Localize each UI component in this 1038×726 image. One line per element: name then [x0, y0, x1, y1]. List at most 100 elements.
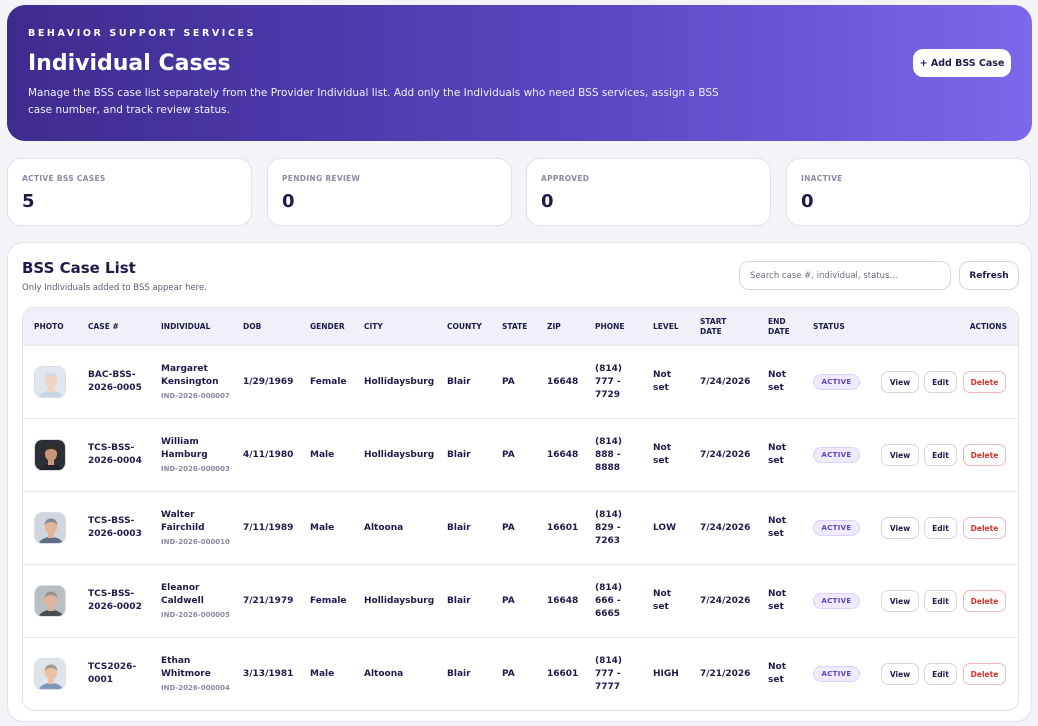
header-photo: PHOTO — [34, 321, 64, 331]
case-list-panel: BSS Case List Only Individuals added to … — [7, 242, 1032, 722]
stat-label: APPROVED — [541, 174, 590, 183]
level-cell: HIGH — [653, 668, 679, 679]
stat-value: 5 — [22, 191, 35, 212]
view-button[interactable]: View — [881, 444, 919, 466]
phone-cell: (814) 888 - 8888 — [595, 436, 623, 473]
delete-button[interactable]: Delete — [963, 663, 1006, 685]
hero-eyebrow: BEHAVIOR SUPPORT SERVICES — [28, 28, 257, 39]
individual-name: Margaret Kensington — [161, 364, 219, 387]
view-button[interactable]: View — [881, 517, 919, 539]
gender-cell: Male — [310, 668, 335, 679]
dob-cell: 1/29/1969 — [243, 376, 294, 387]
header-level: LEVEL — [653, 321, 679, 331]
city-cell: Altoona — [364, 668, 404, 679]
individual-name: Ethan Whitmore — [161, 656, 211, 679]
header-phone: PHONE — [595, 321, 625, 331]
individual-name: Eleanor Caldwell — [161, 583, 204, 606]
individual-id: IND-2026-000010 — [161, 538, 230, 546]
individual-cell: Eleanor Caldwell IND-2026-000005 — [161, 565, 236, 637]
dob-cell: 3/13/1981 — [243, 668, 294, 679]
stat-label: PENDING REVIEW — [282, 174, 361, 183]
start-date-cell: 7/21/2026 — [700, 668, 751, 679]
status-badge: ACTIVE — [813, 593, 860, 609]
avatar — [34, 439, 66, 471]
avatar — [34, 585, 66, 617]
stat-label: ACTIVE BSS CASES — [22, 174, 106, 183]
delete-button[interactable]: Delete — [963, 590, 1006, 612]
county-cell: Blair — [447, 668, 471, 679]
page-title: Individual Cases — [28, 51, 231, 76]
state-cell: PA — [502, 668, 515, 679]
state-cell: PA — [502, 522, 515, 533]
edit-button[interactable]: Edit — [924, 371, 957, 393]
zip-cell: 16648 — [547, 449, 579, 460]
county-cell: Blair — [447, 449, 471, 460]
view-button[interactable]: View — [881, 663, 919, 685]
table-header: PHOTO CASE # INDIVIDUAL DOB GENDER CITY … — [23, 308, 1018, 345]
avatar — [34, 658, 66, 690]
individual-id: IND-2026-000003 — [161, 465, 230, 473]
case-table: PHOTO CASE # INDIVIDUAL DOB GENDER CITY … — [22, 307, 1019, 711]
start-date-cell: 7/24/2026 — [700, 522, 751, 533]
table-row: TCS-BSS-2026-0004 William Hamburg IND-202… — [23, 418, 1018, 491]
edit-button[interactable]: Edit — [924, 663, 957, 685]
county-cell: Blair — [447, 376, 471, 387]
table-row: TCS-BSS-2026-0002 Eleanor Caldwell IND-20… — [23, 564, 1018, 637]
view-button[interactable]: View — [881, 371, 919, 393]
stat-value: 0 — [801, 191, 814, 212]
zip-cell: 16648 — [547, 376, 579, 387]
dob-cell: 7/11/1989 — [243, 522, 294, 533]
delete-button[interactable]: Delete — [963, 371, 1006, 393]
delete-button[interactable]: Delete — [963, 517, 1006, 539]
city-cell: Hollidaysburg — [364, 376, 435, 387]
level-cell: Not set — [653, 443, 672, 466]
start-date-cell: 7/24/2026 — [700, 595, 751, 606]
view-button[interactable]: View — [881, 590, 919, 612]
status-badge: ACTIVE — [813, 520, 860, 536]
city-cell: Hollidaysburg — [364, 449, 435, 460]
status-badge: ACTIVE — [813, 447, 860, 463]
city-cell: Hollidaysburg — [364, 595, 435, 606]
zip-cell: 16601 — [547, 668, 579, 679]
header-zip: ZIP — [547, 321, 561, 331]
header-county: COUNTY — [447, 321, 482, 331]
gender-cell: Male — [310, 522, 335, 533]
refresh-button[interactable]: Refresh — [959, 261, 1019, 290]
edit-button[interactable]: Edit — [924, 444, 957, 466]
stat-value: 0 — [282, 191, 295, 212]
gender-cell: Male — [310, 449, 335, 460]
gender-cell: Female — [310, 595, 347, 606]
county-cell: Blair — [447, 522, 471, 533]
table-row: TCS-BSS-2026-0003 Walter Fairchild IND-20… — [23, 491, 1018, 564]
stat-value: 0 — [541, 191, 554, 212]
end-date-cell: Not set — [768, 370, 787, 393]
header-start-date: START DATE — [700, 316, 727, 336]
dob-cell: 4/11/1980 — [243, 449, 294, 460]
header-gender: GENDER — [310, 321, 345, 331]
individual-name: Walter Fairchild — [161, 510, 205, 533]
search-input[interactable] — [739, 261, 951, 290]
phone-cell: (814) 777 - 7777 — [595, 655, 623, 692]
avatar — [34, 366, 66, 398]
panel-subtitle: Only Individuals added to BSS appear her… — [22, 283, 207, 293]
phone-cell: (814) 829 - 7263 — [595, 509, 623, 546]
add-bss-case-button[interactable]: + Add BSS Case — [913, 49, 1011, 77]
edit-button[interactable]: Edit — [924, 517, 957, 539]
page-description: Manage the BSS case list separately from… — [28, 87, 719, 116]
delete-button[interactable]: Delete — [963, 444, 1006, 466]
level-cell: LOW — [653, 522, 676, 533]
individual-cell: Margaret Kensington IND-2026-000007 — [161, 346, 236, 418]
case-number: TCS-BSS-2026-0002 — [88, 589, 142, 612]
header-city: CITY — [364, 321, 383, 331]
state-cell: PA — [502, 449, 515, 460]
individual-cell: Ethan Whitmore IND-2026-000004 — [161, 638, 236, 710]
header-actions: ACTIONS — [969, 321, 1007, 331]
individual-name: William Hamburg — [161, 437, 208, 460]
stat-card-active: ACTIVE BSS CASES 5 — [7, 158, 252, 226]
county-cell: Blair — [447, 595, 471, 606]
gender-cell: Female — [310, 376, 347, 387]
state-cell: PA — [502, 595, 515, 606]
end-date-cell: Not set — [768, 443, 787, 466]
edit-button[interactable]: Edit — [924, 590, 957, 612]
status-badge: ACTIVE — [813, 666, 860, 682]
